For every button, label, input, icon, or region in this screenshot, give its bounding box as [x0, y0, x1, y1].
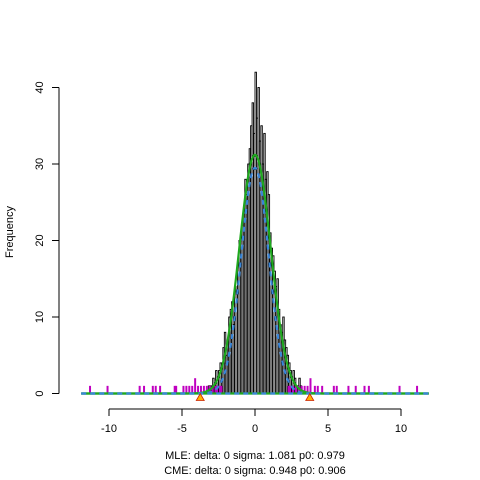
cme-annotation: CME: delta: 0 sigma: 0.948 p0: 0.906	[164, 465, 346, 477]
y-tick-label: 30	[34, 158, 46, 170]
y-axis: 0 10 20 30 40	[34, 81, 60, 397]
density-curves	[81, 153, 429, 395]
histogram-bars	[207, 71, 303, 394]
x-tick-label: 0	[252, 423, 258, 435]
threshold-markers	[195, 392, 315, 401]
y-tick-label: 10	[34, 311, 46, 323]
threshold-marker	[195, 392, 205, 401]
x-axis: -10 -5 0 5 10	[101, 408, 407, 435]
x-tick-label: 10	[395, 423, 407, 435]
y-tick-label: 20	[34, 234, 46, 246]
threshold-marker	[305, 392, 315, 401]
x-tick-label: -10	[101, 423, 117, 435]
x-tick-label: -5	[177, 423, 187, 435]
y-tick-label: 40	[34, 81, 46, 93]
x-tick-label: 5	[325, 423, 331, 435]
y-axis-label: Frequency	[4, 206, 16, 258]
y-tick-label: 0	[34, 390, 46, 396]
mle-annotation: MLE: delta: 0 sigma: 1.081 p0: 0.979	[165, 450, 345, 462]
